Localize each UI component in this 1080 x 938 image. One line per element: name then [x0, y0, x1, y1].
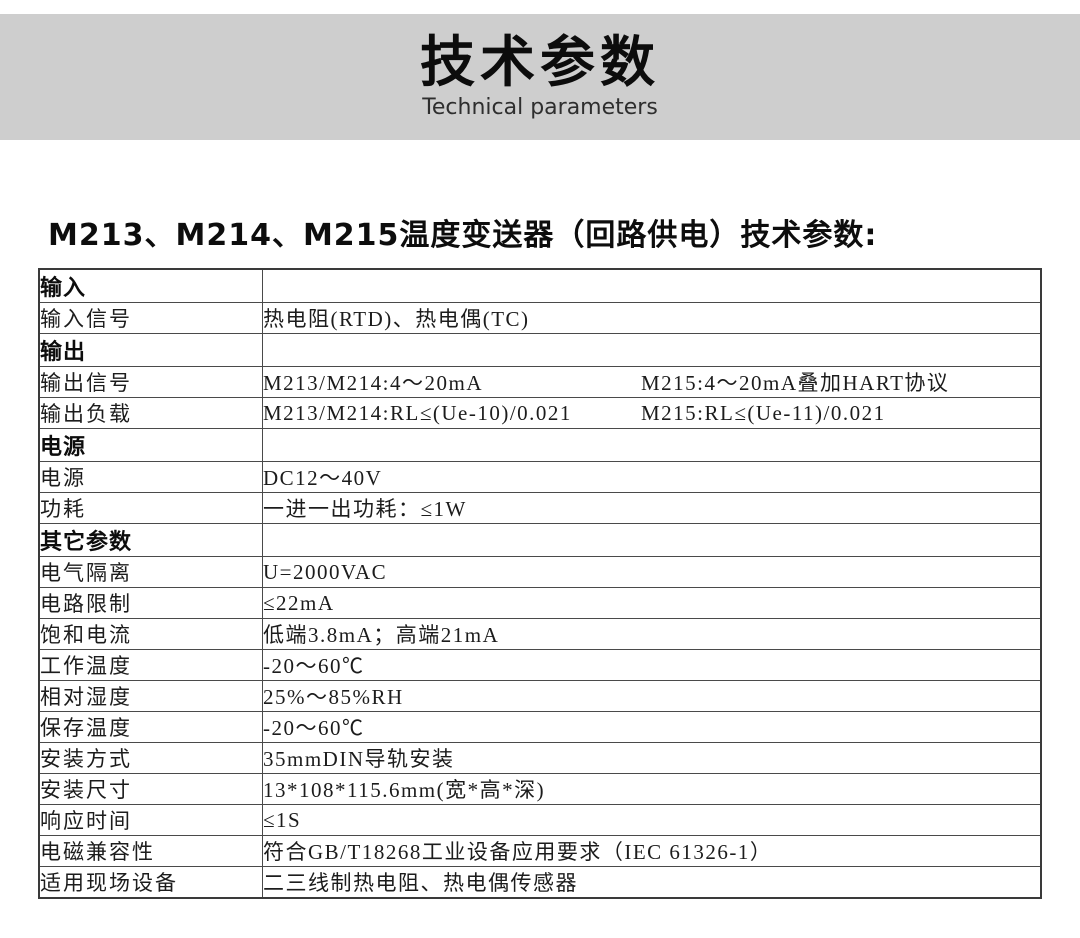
section-heading: M213、M214、M215温度变送器（回路供电）技术参数: [48, 218, 878, 253]
param-value-cell: 一进一出功耗：≤1W [262, 492, 1042, 524]
table-section-row: 输入 [38, 268, 1042, 303]
param-label-cell: 饱和电流 [38, 618, 263, 650]
param-value-cell [262, 523, 1042, 557]
param-label-cell: 安装方式 [38, 742, 263, 774]
param-value-cell: M213/M214:RL≤(Ue-10)/0.021 M215:RL≤(Ue-11… [262, 397, 1042, 429]
table-row: 电磁兼容性 符合GB/T18268工业设备应用要求（IEC 61326-1） [38, 835, 1042, 867]
table-row: 输出负载 M213/M214:RL≤(Ue-10)/0.021 M215:RL≤(U… [38, 397, 1042, 429]
table-row: 饱和电流 低端3.8mA；高端21mA [38, 618, 1042, 650]
table-row: 电气隔离 U=2000VAC [38, 556, 1042, 588]
param-value-cell [262, 333, 1042, 367]
param-value-cell: DC12～40V [262, 461, 1042, 493]
section-title-cell: 其它参数 [38, 523, 263, 557]
param-label-cell: 适用现场设备 [38, 866, 263, 899]
param-label-cell: 相对湿度 [38, 680, 263, 712]
param-label-cell: 工作温度 [38, 649, 263, 681]
spec-table: 输入 输入信号 热电阻(RTD)、热电偶(TC) 输出 输出信号 M213/M214:4～… [38, 268, 1042, 899]
table-row: 电路限制 ≤22mA [38, 587, 1042, 619]
param-value-cell: -20～60℃ [262, 711, 1042, 743]
table-row: 响应时间 ≤1S [38, 804, 1042, 836]
table-row: 相对湿度 25%～85%RH [38, 680, 1042, 712]
param-value-cell: 低端3.8mA；高端21mA [262, 618, 1042, 650]
param-value-cell: 35mmDIN导轨安装 [262, 742, 1042, 774]
param-value-cell [262, 428, 1042, 462]
param-label-cell: 安装尺寸 [38, 773, 263, 805]
page-title: 技术参数 [419, 30, 660, 94]
table-row: 功耗 一进一出功耗：≤1W [38, 492, 1042, 524]
table-row: 安装尺寸 13*108*115.6mm(宽*高*深) [38, 773, 1042, 805]
table-row: 输入信号 热电阻(RTD)、热电偶(TC) [38, 302, 1042, 334]
section-title-cell: 输入 [38, 268, 263, 303]
param-value-cell: ≤1S [262, 804, 1042, 836]
table-section-row: 输出 [38, 333, 1042, 367]
page-subtitle: Technical parameters [422, 95, 658, 120]
param-value-cell: ≤22mA [262, 587, 1042, 619]
table-section-row: 其它参数 [38, 523, 1042, 557]
param-value-cell: M213/M214:4～20mA M215:4～20mA叠加HART协议 [262, 366, 1042, 398]
param-value-part-2: M215:4～20mA叠加HART协议 [641, 371, 950, 395]
section-title-cell: 输出 [38, 333, 263, 367]
param-value-part-1: M213/M214:4～20mA [263, 371, 484, 395]
section-title-cell: 电源 [38, 428, 263, 462]
param-label-cell: 电磁兼容性 [38, 835, 263, 867]
param-value-cell: U=2000VAC [262, 556, 1042, 588]
param-value-part-2: M215:RL≤(Ue-11)/0.021 [641, 400, 886, 425]
table-row: 安装方式 35mmDIN导轨安装 [38, 742, 1042, 774]
spec-table-body: 输入 输入信号 热电阻(RTD)、热电偶(TC) 输出 输出信号 M213/M214:4～… [38, 268, 1042, 899]
param-label-cell: 电路限制 [38, 587, 263, 619]
header-banner: 技术参数 Technical parameters [0, 14, 1080, 140]
page: 技术参数 Technical parameters M213、M214、M215… [0, 14, 1080, 899]
table-row: 保存温度 -20～60℃ [38, 711, 1042, 743]
param-label-cell: 输出信号 [38, 366, 263, 398]
table-row: 电源 DC12～40V [38, 461, 1042, 493]
param-value-cell: 符合GB/T18268工业设备应用要求（IEC 61326-1） [262, 835, 1042, 867]
table-row: 适用现场设备 二三线制热电阻、热电偶传感器 [38, 866, 1042, 899]
param-value-cell: 13*108*115.6mm(宽*高*深) [262, 773, 1042, 805]
table-row: 输出信号 M213/M214:4～20mA M215:4～20mA叠加HART协议 [38, 366, 1042, 398]
param-label-cell: 电源 [38, 461, 263, 493]
param-label-cell: 输出负载 [38, 397, 263, 429]
param-value-cell: 热电阻(RTD)、热电偶(TC) [262, 302, 1042, 334]
param-label-cell: 保存温度 [38, 711, 263, 743]
param-value-cell: 25%～85%RH [262, 680, 1042, 712]
param-label-cell: 功耗 [38, 492, 263, 524]
param-value-cell: -20～60℃ [262, 649, 1042, 681]
param-label-cell: 输入信号 [38, 302, 263, 334]
param-label-cell: 电气隔离 [38, 556, 263, 588]
param-label-cell: 响应时间 [38, 804, 263, 836]
table-row: 工作温度 -20～60℃ [38, 649, 1042, 681]
param-value-cell [262, 268, 1042, 303]
table-section-row: 电源 [38, 428, 1042, 462]
param-value-part-1: M213/M214:RL≤(Ue-10)/0.021 [263, 400, 572, 425]
param-value-cell: 二三线制热电阻、热电偶传感器 [262, 866, 1042, 899]
